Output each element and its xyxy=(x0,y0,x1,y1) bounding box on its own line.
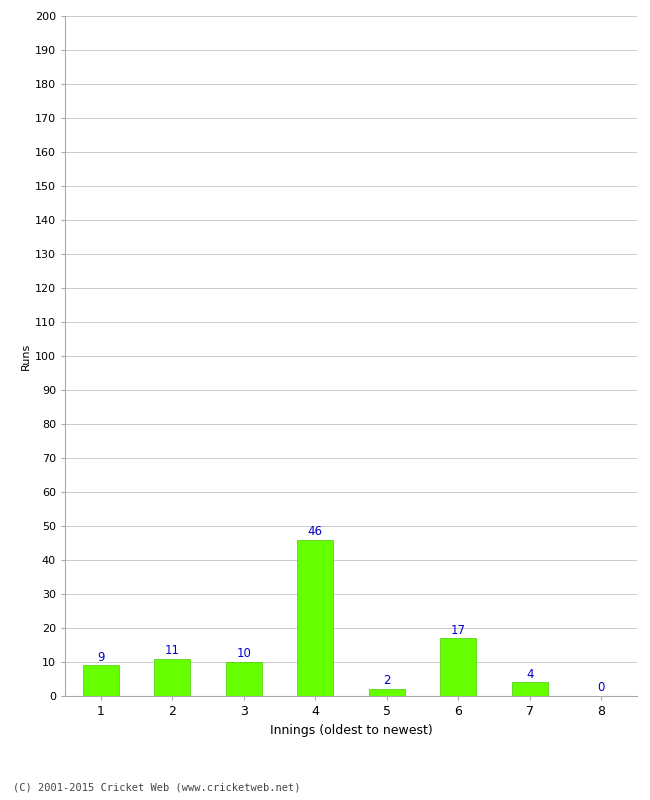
Bar xyxy=(298,540,333,696)
Bar xyxy=(83,666,118,696)
Text: 46: 46 xyxy=(307,525,323,538)
Y-axis label: Runs: Runs xyxy=(21,342,31,370)
Text: 0: 0 xyxy=(597,682,605,694)
Text: 9: 9 xyxy=(97,650,105,664)
Text: 17: 17 xyxy=(450,623,466,637)
Bar xyxy=(369,689,404,696)
Bar xyxy=(155,658,190,696)
X-axis label: Innings (oldest to newest): Innings (oldest to newest) xyxy=(270,723,432,737)
Text: 4: 4 xyxy=(526,668,534,681)
Text: 11: 11 xyxy=(164,644,180,657)
Bar xyxy=(226,662,261,696)
Text: (C) 2001-2015 Cricket Web (www.cricketweb.net): (C) 2001-2015 Cricket Web (www.cricketwe… xyxy=(13,782,300,792)
Bar xyxy=(441,638,476,696)
Bar xyxy=(512,682,547,696)
Text: 10: 10 xyxy=(237,647,251,660)
Text: 2: 2 xyxy=(383,674,391,687)
